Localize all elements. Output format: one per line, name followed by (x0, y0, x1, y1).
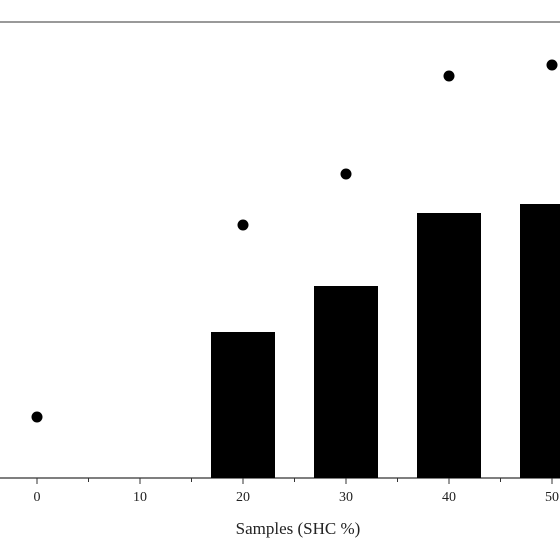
x-tick-label-50: 50 (545, 490, 559, 505)
point-20 (237, 219, 249, 231)
point-0 (31, 411, 43, 423)
x-tick-label-10: 10 (133, 490, 147, 505)
x-tick-label-40: 40 (442, 490, 456, 505)
x-tick-label-20: 20 (236, 490, 250, 505)
bar-30 (314, 286, 378, 478)
bar-20 (211, 332, 275, 478)
scatter-series (31, 59, 558, 423)
x-axis-ticks: 0 10 20 30 40 50 (34, 478, 559, 505)
bar-series (211, 204, 560, 478)
x-axis-title: Samples (SHC %) (236, 519, 361, 538)
x-tick-label-0: 0 (34, 490, 41, 505)
point-30 (340, 168, 352, 180)
point-40 (443, 70, 455, 82)
x-tick-label-30: 30 (339, 490, 353, 505)
bar-40 (417, 213, 481, 478)
bar-50 (520, 204, 560, 478)
point-50 (546, 59, 558, 71)
